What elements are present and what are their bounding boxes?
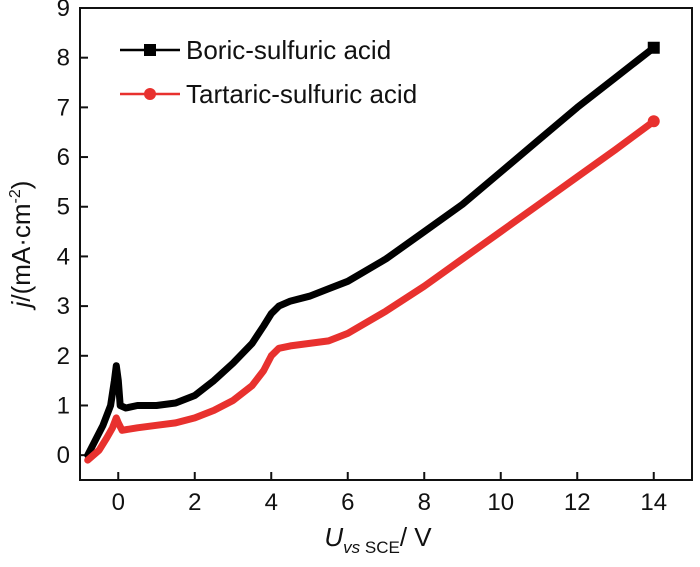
legend-marker-1 — [144, 44, 156, 56]
y-tick-label: 1 — [57, 392, 70, 419]
x-tick-label: 8 — [418, 489, 431, 516]
x-tick-label: 4 — [265, 489, 278, 516]
y-tick-label: 0 — [57, 442, 70, 469]
series-line-2 — [84, 117, 658, 464]
series-line-1 — [84, 44, 658, 459]
x-tick-label: 12 — [564, 489, 591, 516]
series-end-marker-1 — [647, 41, 660, 54]
x-tick-label: 14 — [640, 489, 667, 516]
y-tick-label: 3 — [57, 293, 70, 320]
plot-frame — [79, 7, 693, 481]
legend-marker-2 — [144, 88, 156, 100]
y-tick-label: 9 — [57, 0, 70, 22]
x-tick-label: 2 — [188, 489, 201, 516]
x-tick-label: 10 — [487, 489, 514, 516]
y-tick-label: 5 — [57, 194, 70, 221]
y-tick-label: 7 — [57, 94, 70, 121]
x-axis-title: Uvs SCE/ V — [324, 522, 432, 557]
x-tick-label: 6 — [341, 489, 354, 516]
y-tick-label: 8 — [57, 45, 70, 72]
y-axis-title: j/(mA·cm-2) — [6, 181, 36, 311]
legend-label-1: Boric-sulfuric acid — [186, 35, 391, 65]
y-tick-label: 4 — [57, 243, 70, 270]
y-tick-label: 6 — [57, 144, 70, 171]
series-end-marker-2 — [647, 115, 660, 128]
x-tick-label: 0 — [112, 489, 125, 516]
y-tick-label: 2 — [57, 343, 70, 370]
legend-label-2: Tartaric-sulfuric acid — [186, 79, 417, 109]
